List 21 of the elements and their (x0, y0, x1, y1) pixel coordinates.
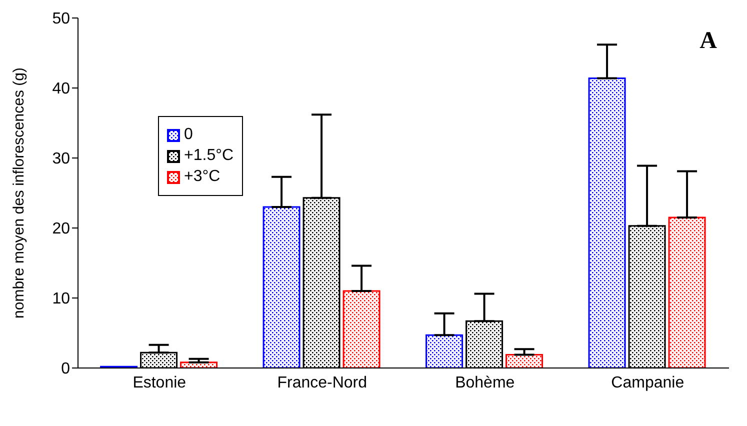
x-tick-label: Campanie (611, 374, 684, 392)
bar (588, 77, 626, 368)
y-tick-label: 50 (52, 10, 70, 28)
bar (262, 206, 300, 368)
bar (506, 354, 544, 368)
legend-label: 0 (184, 126, 193, 144)
annotation: A (700, 28, 717, 55)
y-tick-label: 30 (52, 150, 70, 168)
y-tick-label: 40 (52, 80, 70, 98)
legend-label: +1.5°C (184, 147, 234, 165)
y-tick-label: 20 (52, 220, 70, 238)
y-tick-label: 0 (61, 360, 70, 378)
x-tick-label: France-Nord (277, 374, 368, 392)
x-tick-label: Bohème (455, 374, 515, 392)
y-axis-title: nombre moyen des inflorescences (g) (10, 68, 28, 318)
bar (668, 216, 706, 368)
bar (342, 290, 380, 368)
x-tick-label: Estonie (132, 374, 186, 392)
legend-label: +3°C (184, 168, 220, 186)
y-tick-label: 10 (52, 290, 70, 308)
bar (426, 334, 464, 368)
